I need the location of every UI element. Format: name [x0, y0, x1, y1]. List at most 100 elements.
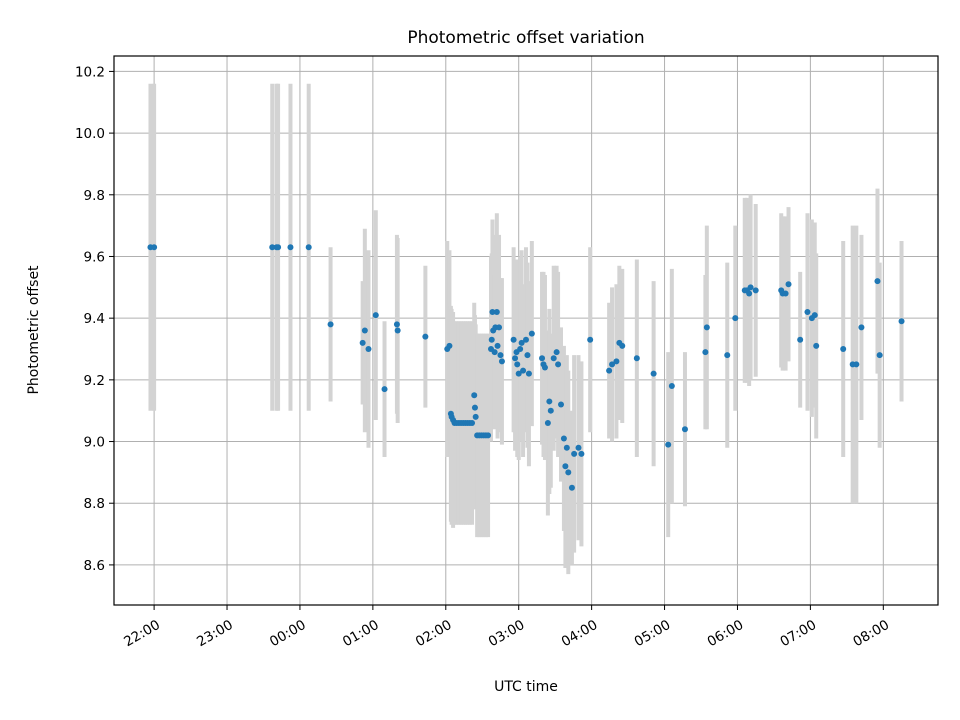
- data-point: [613, 358, 620, 365]
- data-points: [147, 244, 905, 491]
- data-point: [446, 342, 453, 349]
- data-point: [782, 290, 789, 297]
- y-tick-label: 10.2: [75, 64, 105, 80]
- data-point: [359, 339, 366, 346]
- data-point: [361, 327, 368, 334]
- data-point: [874, 278, 881, 285]
- data-point: [747, 284, 754, 291]
- data-point: [523, 336, 529, 343]
- x-tick-label: 05:00: [632, 617, 674, 650]
- data-point: [471, 404, 478, 411]
- data-point: [732, 315, 739, 322]
- plot-frame: [113, 55, 939, 606]
- data-point: [497, 352, 504, 359]
- data-point: [876, 352, 883, 359]
- data-point: [151, 244, 158, 251]
- data-point: [563, 444, 570, 451]
- data-point: [752, 287, 759, 294]
- data-point: [650, 370, 657, 377]
- data-point: [496, 324, 503, 331]
- y-tick-label: 9.0: [84, 435, 105, 451]
- x-tick-label: 03:00: [486, 617, 528, 650]
- data-point: [813, 342, 820, 349]
- data-point: [469, 420, 476, 427]
- data-point: [619, 342, 626, 349]
- data-point: [275, 244, 282, 251]
- data-point: [393, 321, 400, 328]
- data-point: [797, 336, 804, 343]
- data-point: [510, 336, 517, 343]
- data-point: [269, 244, 276, 251]
- data-point: [853, 361, 860, 368]
- data-point: [541, 364, 548, 371]
- x-axis-label: UTC time: [494, 679, 558, 695]
- data-point: [514, 361, 521, 368]
- data-point: [558, 401, 565, 408]
- data-point: [811, 312, 818, 319]
- data-point: [840, 346, 847, 353]
- x-tick-label: 06:00: [705, 617, 747, 650]
- y-tick-label: 9.6: [84, 249, 105, 265]
- data-point: [498, 358, 505, 365]
- data-point: [547, 407, 554, 414]
- data-point: [422, 333, 429, 340]
- data-point: [539, 355, 546, 362]
- data-point: [518, 339, 525, 346]
- y-tick-label: 8.8: [84, 496, 105, 512]
- data-point: [606, 367, 613, 374]
- data-point: [587, 336, 594, 343]
- data-point: [565, 469, 572, 476]
- data-point: [665, 441, 672, 448]
- data-point: [702, 349, 709, 356]
- data-point: [703, 324, 710, 331]
- data-point: [515, 370, 522, 377]
- data-point: [544, 420, 551, 427]
- x-tick-label: 01:00: [340, 617, 382, 650]
- data-point: [553, 349, 560, 356]
- x-tick-label: 07:00: [777, 617, 819, 650]
- data-point: [305, 244, 312, 251]
- y-tick-label: 8.6: [84, 558, 105, 574]
- data-point: [489, 308, 496, 315]
- data-point: [550, 355, 557, 362]
- data-point: [804, 308, 811, 315]
- data-point: [512, 355, 519, 362]
- chart-title: Photometric offset variation: [407, 28, 644, 48]
- data-point: [609, 361, 616, 368]
- data-point: [372, 312, 379, 319]
- data-point: [517, 346, 524, 353]
- data-point: [898, 318, 905, 325]
- data-point: [560, 435, 567, 442]
- data-point: [491, 349, 498, 356]
- data-point: [485, 432, 492, 439]
- data-point: [785, 281, 792, 288]
- data-point: [571, 450, 578, 457]
- data-point: [562, 463, 569, 470]
- error-bars: [148, 83, 904, 575]
- y-tick-label: 10.0: [75, 126, 105, 142]
- y-tick-label: 9.2: [84, 373, 105, 389]
- data-point: [472, 413, 479, 420]
- x-tick-label: 02:00: [413, 617, 455, 650]
- data-point: [327, 321, 334, 328]
- data-point: [681, 426, 688, 433]
- data-point: [746, 290, 753, 297]
- data-point: [365, 346, 372, 353]
- data-point: [858, 324, 865, 331]
- y-axis-label: Photometric offset: [26, 265, 42, 395]
- x-tick-label: 04:00: [559, 617, 601, 650]
- data-point: [381, 386, 388, 393]
- data-point: [568, 484, 575, 491]
- data-point: [524, 352, 531, 359]
- data-point: [578, 450, 585, 457]
- data-point: [394, 327, 401, 334]
- data-point: [525, 370, 532, 377]
- data-point: [724, 352, 731, 359]
- x-tick-label: 22:00: [121, 617, 163, 650]
- x-tick-label: 00:00: [267, 617, 309, 650]
- data-point: [555, 361, 562, 368]
- data-point: [546, 398, 553, 405]
- x-tick-label: 23:00: [194, 617, 236, 650]
- data-point: [494, 342, 501, 349]
